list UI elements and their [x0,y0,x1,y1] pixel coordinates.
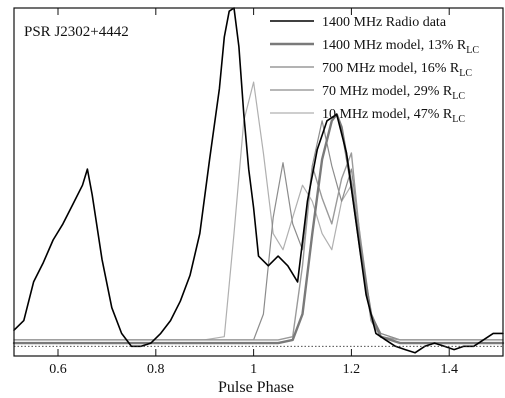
series-line-0 [13,7,504,354]
legend-label-4: 10 MHz model, 47% RLC [322,107,465,125]
x-axis-ticks: 0.6 0.8 1 1.2 1.4 [49,8,458,377]
legend: 1400 MHz Radio data 1400 MHz model, 13% R… [270,15,479,125]
x-tick-label: 0.6 [49,362,67,377]
legend-label-2: 700 MHz model, 16% RLC [322,61,472,79]
x-tick-label: 0.8 [147,362,165,377]
legend-label-0: 1400 MHz Radio data [322,15,447,30]
x-tick-label: 1.4 [440,362,458,377]
series-line-1 [12,113,505,345]
series-line-3 [13,120,504,341]
plot-frame [13,7,504,357]
series-line-2 [13,152,504,341]
pulsar-name-annotation: PSR J2302+4442 [24,24,129,40]
legend-label-3: 70 MHz model, 29% RLC [322,84,465,102]
x-tick-label: 1.2 [343,362,361,377]
legend-label-1: 1400 MHz model, 13% RLC [322,38,479,56]
x-axis-label: Pulse Phase [218,379,294,396]
series-layer [12,7,505,354]
x-tick-label: 1 [250,362,257,377]
